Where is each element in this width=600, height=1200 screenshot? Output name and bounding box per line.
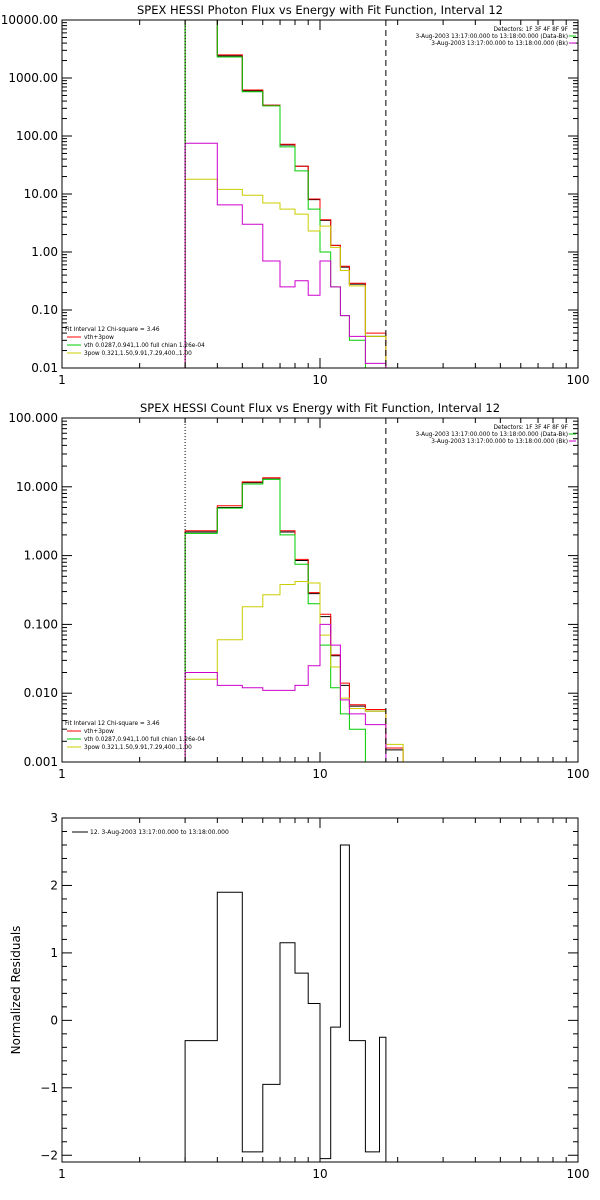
y-tick-label: 2: [50, 878, 58, 892]
y-tick-label: 0.010: [24, 686, 58, 700]
y-tick-label: −2: [40, 1148, 58, 1162]
x-tick-label: 10: [312, 373, 327, 387]
x-tick-label: 1: [58, 373, 66, 387]
y-tick-label: 0.10: [31, 303, 58, 317]
series-5-line: [184, 142, 404, 368]
series-group: [184, 844, 387, 1162]
x-tick-label: 1: [58, 767, 66, 781]
y-tick-label: 100.000: [8, 411, 58, 425]
series-group: [184, 477, 404, 762]
y-tick-label: 1: [50, 946, 58, 960]
fit-legend-line: vth 0.0287,0.941,1.00 full chian 1.26e-0…: [84, 737, 205, 743]
legend-label: 12. 3-Aug-2003 13:17:00.000 to 13:18:00.…: [90, 829, 229, 836]
fit-legend-line: Fit Interval 12 Chi-square = 3.46: [65, 327, 160, 333]
x-tick-label: 100: [567, 373, 590, 387]
y-tick-label: 0.01: [31, 361, 58, 375]
series-4-line: [184, 178, 404, 368]
y-tick-label: 3: [50, 811, 58, 825]
fit-legend-line: Fit Interval 12 Chi-square = 3.46: [65, 721, 160, 727]
y-tick-label: −1: [40, 1081, 58, 1095]
y-tick-label: 1000.00: [8, 71, 58, 85]
series-3-line: [184, 478, 404, 762]
fit-legend-line: vth 0.0287,0.941,1.00 full chian 1.26e-0…: [84, 343, 205, 349]
info-line: 3-Aug-2003 13:17:00.000 to 13:18:00.000 …: [431, 439, 568, 445]
series-1-line: [184, 844, 387, 1162]
info-line: Detectors: 1F 3F 4F 8F 9F: [493, 27, 568, 33]
y-tick-label: 100.00: [16, 129, 58, 143]
series-5-line: [184, 623, 404, 762]
fit-legend-line: 3pow 0.321,1.50,9.91,7.29,400.,1.00: [84, 745, 192, 751]
plot-frame: [61, 19, 579, 369]
y-tick-label: 0.100: [24, 617, 58, 631]
y-tick-label: 10.000: [16, 480, 58, 494]
info-line: 3-Aug-2003 13:17:00.000 to 13:18:00.000 …: [416, 432, 568, 438]
y-tick-label: 1.000: [24, 549, 58, 563]
chart-3: 1 10 100 −2 −1 0 1 2 3 Normalized Residuals 12. 3-…: [9, 811, 589, 1181]
x-tick-label: 10: [312, 1167, 327, 1181]
y-tick-label: 0.001: [24, 755, 58, 769]
chart-title: SPEX HESSI Count Flux vs Energy with Fit…: [140, 401, 500, 415]
x-tick-label: 1: [58, 1167, 66, 1181]
chart-title: SPEX HESSI Photon Flux vs Energy with Fi…: [137, 3, 503, 17]
chart-1: SPEX HESSI Photon Flux vs Energy with Fi…: [1, 3, 590, 387]
chart-2: SPEX HESSI Count Flux vs Energy with Fit…: [8, 401, 589, 781]
x-tick-label: 100: [567, 1167, 590, 1181]
info-line: 3-Aug-2003 13:17:00.000 to 13:18:00.000 …: [431, 41, 568, 47]
info-line: Detectors: 1F 3F 4F 8F 9F: [493, 425, 568, 431]
x-tick-label: 10: [312, 767, 327, 781]
y-tick-label: 10.00: [24, 187, 58, 201]
y-tick-label: 10000.00: [1, 13, 58, 27]
y-tick-label: 0: [50, 1013, 58, 1027]
fit-legend-line: vth+3pow: [84, 729, 114, 735]
series-4-line: [184, 581, 404, 762]
fit-legend-line: 3pow 0.321,1.50,9.91,7.29,400.,1.00: [84, 351, 192, 357]
info-line: 3-Aug-2003 13:17:00.000 to 13:18:00.000 …: [416, 34, 568, 40]
x-tick-label: 100: [567, 767, 590, 781]
series-group: [184, 20, 404, 368]
y-tick-label: 1.00: [31, 245, 58, 259]
fit-legend-line: vth+3pow: [84, 335, 114, 341]
y-axis-label: Normalized Residuals: [9, 926, 23, 1055]
